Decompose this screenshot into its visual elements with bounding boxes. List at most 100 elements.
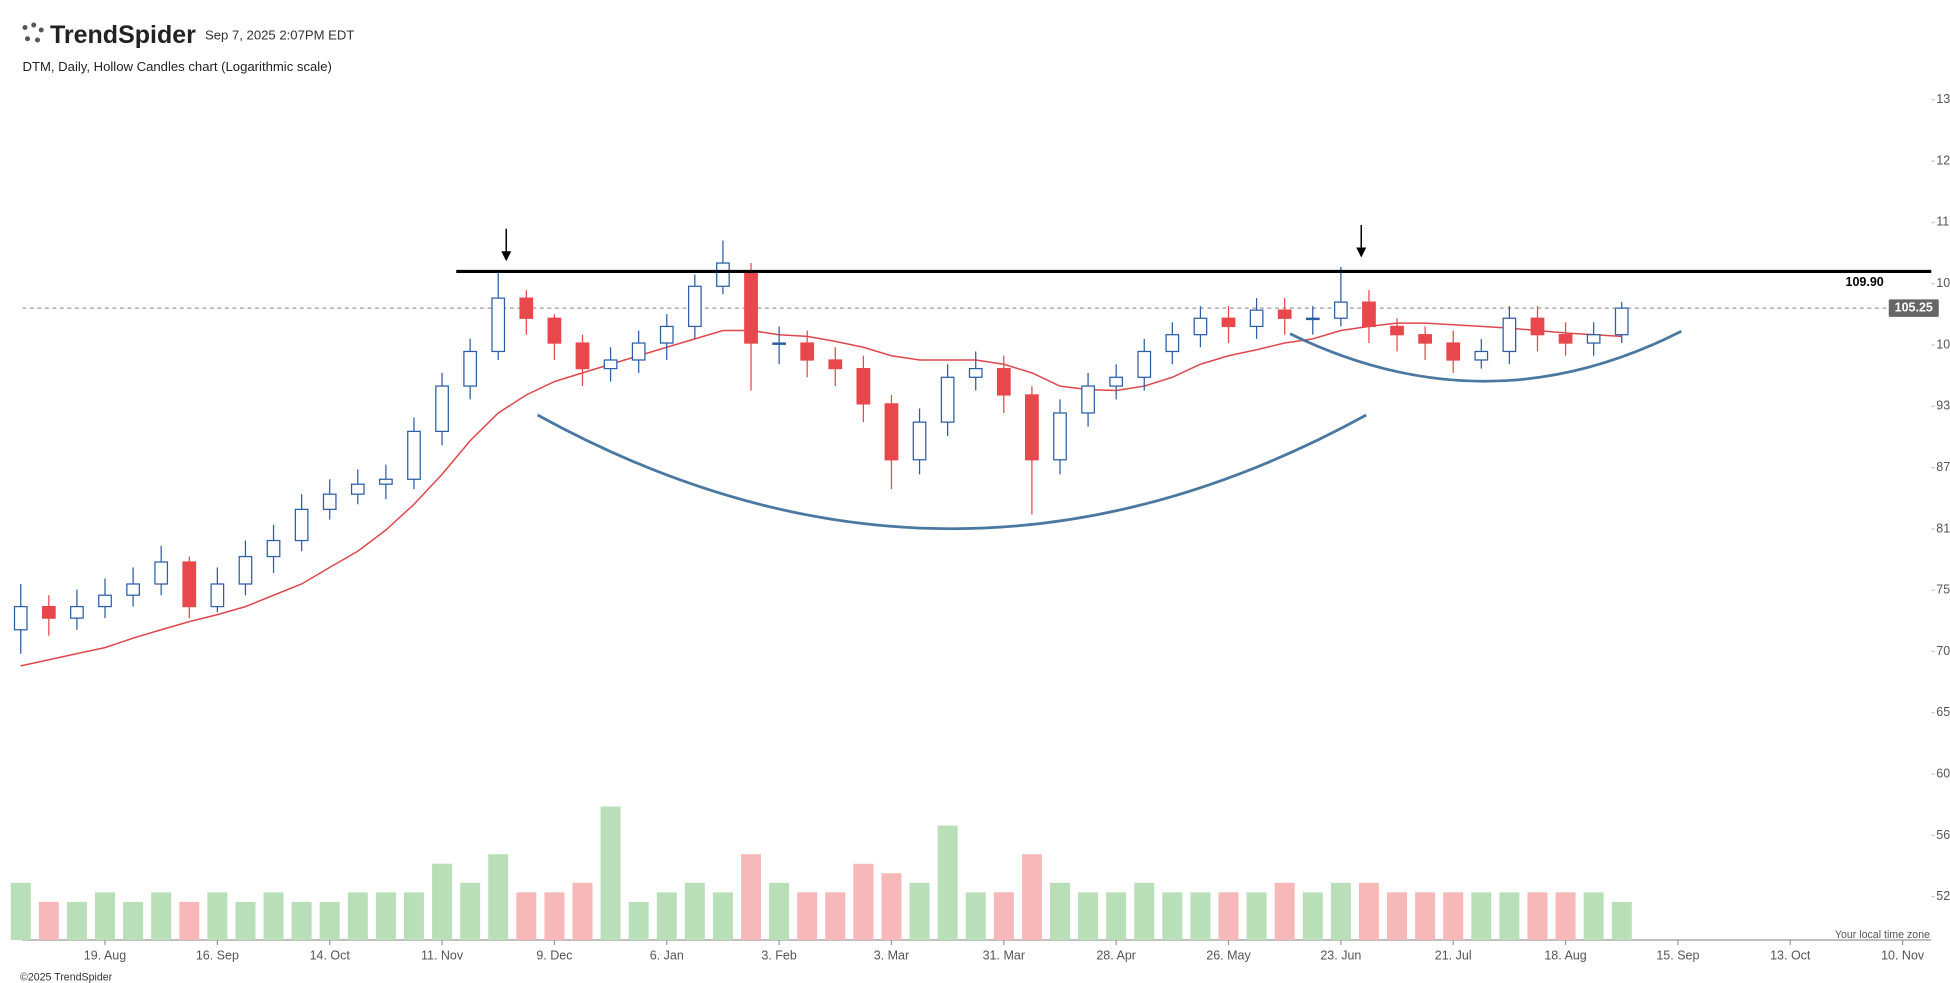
- x-tick-label: 21. Jul: [1435, 949, 1472, 963]
- candle-body: [1109, 376, 1124, 387]
- candle-body: [1025, 394, 1039, 461]
- volume-bar: [853, 863, 874, 940]
- candle-body: [603, 359, 618, 370]
- x-tick-label: 10. Nov: [1881, 949, 1925, 963]
- volume-bar: [656, 892, 677, 940]
- volume-bar: [993, 892, 1014, 940]
- candle-body: [1502, 317, 1517, 353]
- x-tick-label: 3. Mar: [874, 949, 909, 963]
- volume-bar: [1555, 892, 1576, 940]
- cup-arc: [536, 413, 1367, 531]
- copyright: ©2025 TrendSpider: [20, 971, 113, 983]
- x-tick-label: 31. Mar: [983, 949, 1025, 963]
- candle-body: [407, 430, 421, 480]
- volume-bar: [319, 901, 340, 940]
- candle-body: [182, 561, 197, 608]
- volume-bar: [460, 882, 481, 940]
- volume-bar: [1162, 892, 1183, 940]
- volume-bar: [403, 892, 424, 940]
- x-tick-label: 19. Aug: [84, 949, 126, 963]
- volume-bar: [1246, 892, 1267, 940]
- volume-bar: [825, 892, 846, 940]
- volume-bar: [797, 892, 818, 940]
- volume-bar: [1387, 892, 1408, 940]
- x-tick-label: 18. Aug: [1544, 949, 1586, 963]
- volume-bar: [741, 854, 762, 940]
- y-tick-label: 56.48: [1936, 828, 1950, 842]
- candle-body: [1193, 317, 1208, 336]
- candle-body: [322, 493, 337, 510]
- candle-body: [1530, 317, 1545, 336]
- candle-body: [41, 605, 56, 619]
- plot: 134.59 125.19 116.45 108.33 100.76 93.73 87.19…: [10, 92, 1950, 963]
- x-tick-label: 28. Apr: [1096, 949, 1136, 963]
- y-tick-label: 116.45: [1936, 215, 1950, 229]
- candle-body: [1137, 350, 1152, 378]
- x-tick-label: 11. Nov: [421, 949, 464, 963]
- candle-body: [772, 342, 786, 345]
- volume-bar: [881, 873, 902, 940]
- volume-bar: [1583, 892, 1604, 940]
- volume-bar: [909, 882, 930, 940]
- volume-bar: [1527, 892, 1548, 940]
- candle-body: [884, 403, 899, 461]
- volume-bar: [1218, 892, 1239, 940]
- volume-bar: [684, 882, 705, 940]
- volume-bar: [179, 901, 200, 940]
- y-tick-label: 81.10: [1936, 521, 1950, 535]
- volume-bar: [347, 892, 368, 940]
- candle-body: [1249, 309, 1264, 328]
- candle-body: [1614, 307, 1629, 336]
- candle-body: [126, 583, 140, 596]
- y-tick-label: 108.33: [1936, 276, 1950, 290]
- volume-bar: [66, 901, 87, 940]
- moving-average: [20, 322, 1622, 667]
- arrow: [501, 228, 512, 262]
- candle-body: [744, 270, 758, 344]
- x-tick-label: 6. Jan: [650, 949, 684, 963]
- x-tick-label: 9. Dec: [536, 949, 572, 963]
- y-tick-label: 125.19: [1936, 153, 1950, 167]
- last-price-label: 105.25: [1895, 300, 1933, 314]
- candle-body: [912, 421, 927, 461]
- candle-body: [659, 325, 674, 344]
- volume-bar: [123, 901, 144, 940]
- timezone-note: Your local time zone: [1835, 929, 1930, 941]
- brand: TrendSpider: [50, 21, 196, 49]
- logo-icon: [22, 22, 44, 43]
- candle-body: [968, 367, 983, 378]
- volume-bar: [1443, 892, 1464, 940]
- candle-body: [210, 583, 225, 608]
- volume-bar: [38, 901, 59, 940]
- volume-bar: [769, 882, 790, 940]
- volume-bar: [1471, 892, 1492, 940]
- candle-body: [1446, 342, 1461, 361]
- volume-bar: [1274, 882, 1295, 940]
- candle-body: [1558, 334, 1573, 344]
- volume-bar: [600, 806, 621, 940]
- candle-body: [1221, 317, 1236, 328]
- candle-body: [631, 342, 646, 361]
- candle-body: [575, 342, 590, 370]
- chart-label: DTM, Daily, Hollow Candles chart (Logari…: [23, 59, 332, 74]
- candle-body: [1362, 301, 1376, 328]
- candle-body: [1333, 301, 1348, 319]
- x-tick-label: 15. Sep: [1656, 949, 1699, 963]
- volume-bar: [1134, 882, 1155, 940]
- candle-body: [1418, 334, 1432, 344]
- volume-bar: [544, 892, 565, 940]
- handle-arc: [1289, 330, 1682, 383]
- volume-bar: [1021, 854, 1042, 940]
- volume-bar: [1078, 892, 1099, 940]
- candle-body: [350, 483, 365, 495]
- y-tick-label: 65.28: [1936, 705, 1950, 719]
- volume-bar: [235, 901, 256, 940]
- candle-body: [154, 561, 169, 585]
- volume-bar: [516, 892, 537, 940]
- volume-bar: [375, 892, 396, 940]
- x-tick-label: 23. Jun: [1320, 949, 1361, 963]
- candle-body: [13, 605, 28, 631]
- candle-body: [1053, 412, 1067, 461]
- candle-body: [491, 297, 506, 353]
